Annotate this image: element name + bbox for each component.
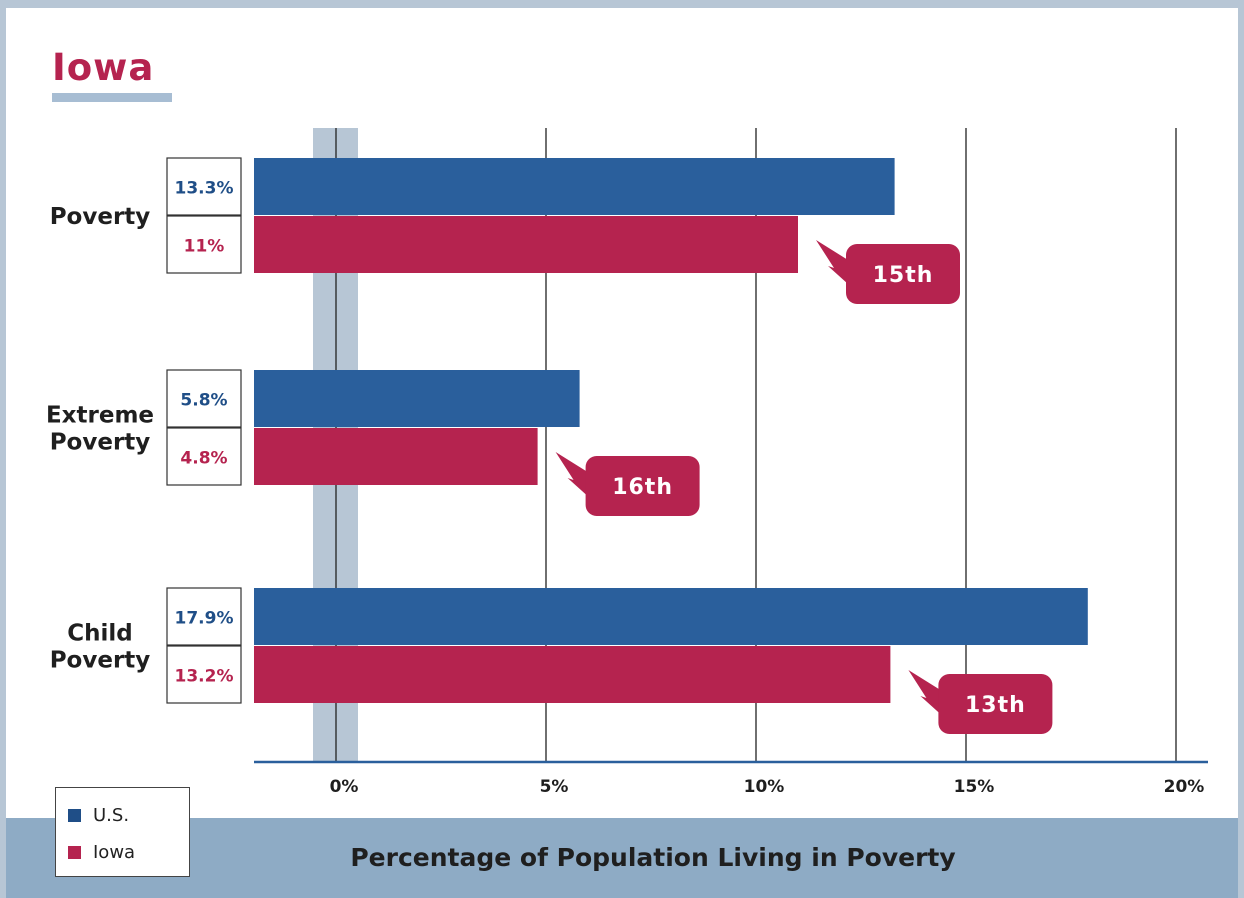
callout-tail-0 — [816, 240, 848, 284]
x-axis-title: Percentage of Population Living in Pover… — [350, 843, 956, 872]
value-label-us-0: 13.3% — [175, 179, 234, 199]
bar-iowa-2 — [254, 646, 891, 703]
axis-title-band — [6, 818, 1238, 898]
value-label-us-1: 5.8% — [180, 391, 227, 411]
rank-label-1: 16th — [612, 475, 673, 500]
x-tick-label-0: 0% — [330, 777, 359, 797]
bar-iowa-1 — [254, 428, 538, 485]
x-tick-label-1: 5% — [540, 777, 569, 797]
x-tick-label-4: 20% — [1164, 777, 1205, 797]
legend-label-state: Iowa — [93, 841, 136, 863]
rank-label-0: 15th — [873, 263, 934, 288]
category-label-2-0: Child — [67, 621, 133, 647]
title-underline — [52, 93, 172, 102]
rank-label-2: 13th — [965, 693, 1026, 718]
value-label-iowa-2: 13.2% — [175, 667, 234, 687]
value-box-us-2 — [166, 587, 242, 646]
value-box-iowa-0 — [166, 215, 242, 274]
value-box-iowa-1 — [166, 427, 242, 486]
callout-tail-2 — [908, 670, 941, 714]
category-label-2-1: Poverty — [50, 648, 151, 674]
legend-swatch-state — [68, 845, 81, 859]
category-label-1-0: Extreme — [46, 403, 154, 429]
bar-iowa-0 — [254, 216, 798, 273]
value-box-us-0 — [166, 157, 242, 216]
x-tick-label-2: 10% — [744, 777, 785, 797]
bar-us-2 — [254, 588, 1088, 645]
value-box-iowa-2 — [166, 645, 242, 704]
value-box-us-1 — [166, 369, 242, 428]
x-tick-label-3: 15% — [954, 777, 995, 797]
rank-callout-0 — [846, 244, 960, 304]
legend-item-us: U.S. — [68, 803, 129, 827]
rank-callout-2 — [938, 674, 1053, 734]
chart-plot: 0% 5% 10% 15% 20% 13.3% 11% Poverty 15th 5.8% 4.8%… — [46, 128, 1208, 797]
legend: U.S. Iowa — [55, 787, 190, 877]
legend-swatch-us — [68, 808, 81, 822]
legend-label-us: U.S. — [93, 804, 130, 826]
legend-item-state: Iowa — [68, 840, 135, 864]
bar-us-0 — [254, 158, 895, 215]
bar-us-1 — [254, 370, 580, 427]
callout-tail-1 — [555, 452, 588, 496]
value-label-us-2: 17.9% — [175, 609, 234, 629]
value-label-iowa-1: 4.8% — [180, 449, 227, 469]
rank-callout-1 — [585, 456, 700, 516]
category-label-1-1: Poverty — [50, 430, 151, 456]
category-label-0-0: Poverty — [50, 204, 151, 230]
page-title: Iowa — [52, 46, 155, 89]
value-label-iowa-0: 11% — [184, 237, 225, 257]
